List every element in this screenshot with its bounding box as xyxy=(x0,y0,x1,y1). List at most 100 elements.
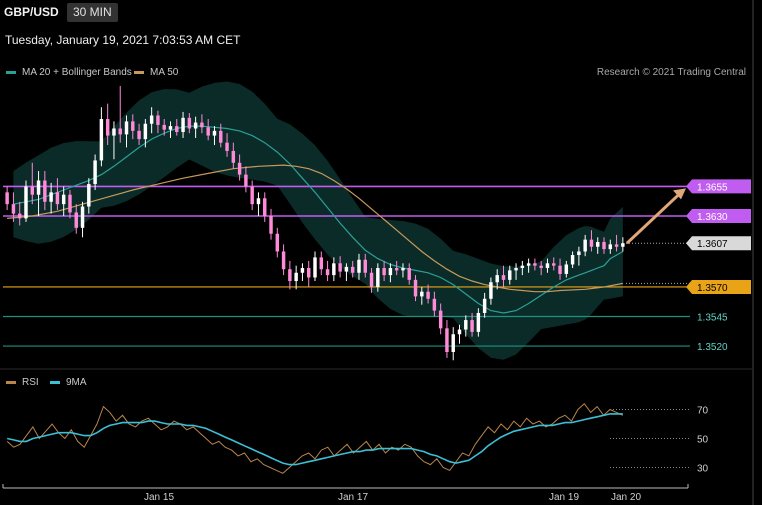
candle[interactable] xyxy=(602,237,606,254)
timeframe-badge[interactable]: 30 MIN xyxy=(67,3,118,22)
candle[interactable] xyxy=(338,256,342,278)
candle[interactable] xyxy=(508,265,512,285)
candle[interactable] xyxy=(219,123,223,148)
candle[interactable] xyxy=(382,260,386,282)
candle[interactable] xyxy=(344,263,349,282)
candle[interactable] xyxy=(476,308,481,337)
candle[interactable] xyxy=(545,258,550,273)
candle[interactable] xyxy=(55,178,60,211)
candle[interactable] xyxy=(275,227,280,258)
candle[interactable] xyxy=(438,303,443,335)
candle[interactable] xyxy=(558,258,562,280)
candle[interactable] xyxy=(212,126,217,146)
candle[interactable] xyxy=(501,265,506,287)
candle[interactable] xyxy=(68,189,72,219)
candle[interactable] xyxy=(124,115,129,148)
candle[interactable] xyxy=(539,260,543,276)
candle[interactable] xyxy=(564,260,569,278)
candle[interactable] xyxy=(256,192,261,216)
candle[interactable] xyxy=(595,237,600,254)
candle[interactable] xyxy=(187,113,192,134)
candle[interactable] xyxy=(11,192,16,222)
candle[interactable] xyxy=(5,186,9,211)
candle[interactable] xyxy=(87,178,91,214)
candle[interactable] xyxy=(231,142,236,169)
candle[interactable] xyxy=(137,123,141,146)
candle[interactable] xyxy=(577,246,581,266)
candle[interactable] xyxy=(105,103,110,146)
candle[interactable] xyxy=(388,263,393,283)
candle[interactable] xyxy=(394,260,399,276)
candle[interactable] xyxy=(445,320,449,358)
candle[interactable] xyxy=(495,269,499,290)
candle[interactable] xyxy=(281,244,286,276)
candle[interactable] xyxy=(621,237,625,252)
candle[interactable] xyxy=(589,230,594,252)
candle[interactable] xyxy=(451,327,455,361)
candle[interactable] xyxy=(156,110,160,134)
candle[interactable] xyxy=(470,312,474,337)
candle[interactable] xyxy=(225,133,229,157)
candle[interactable] xyxy=(526,258,531,273)
candle[interactable] xyxy=(181,111,185,138)
candle[interactable] xyxy=(30,162,35,205)
candle[interactable] xyxy=(369,268,374,293)
candle[interactable] xyxy=(80,201,85,238)
candle[interactable] xyxy=(376,263,380,292)
candle[interactable] xyxy=(608,239,613,254)
candle[interactable] xyxy=(300,263,305,282)
candle[interactable] xyxy=(24,180,28,222)
candle[interactable] xyxy=(118,85,122,143)
candle[interactable] xyxy=(61,186,66,216)
candle[interactable] xyxy=(193,116,198,138)
candle[interactable] xyxy=(520,260,525,276)
candle[interactable] xyxy=(407,263,411,285)
candle[interactable] xyxy=(413,275,418,302)
candle[interactable] xyxy=(206,119,210,141)
candle[interactable] xyxy=(175,119,179,136)
candle[interactable] xyxy=(168,121,173,138)
candle[interactable] xyxy=(43,171,47,211)
candle[interactable] xyxy=(426,284,430,304)
candle[interactable] xyxy=(143,119,148,148)
candle[interactable] xyxy=(36,171,41,216)
candle[interactable] xyxy=(464,315,468,337)
candle[interactable] xyxy=(489,277,493,305)
candle[interactable] xyxy=(250,180,254,211)
candle[interactable] xyxy=(99,107,104,167)
candle[interactable] xyxy=(514,263,518,280)
candle[interactable] xyxy=(112,121,116,160)
candle[interactable] xyxy=(93,154,97,190)
candle[interactable] xyxy=(288,260,292,290)
candle[interactable] xyxy=(583,234,587,257)
candle[interactable] xyxy=(294,265,298,290)
candle[interactable] xyxy=(457,324,462,344)
candle[interactable] xyxy=(325,260,330,282)
candle[interactable] xyxy=(432,291,437,317)
candle[interactable] xyxy=(552,257,556,271)
candle[interactable] xyxy=(533,258,537,271)
candle[interactable] xyxy=(570,251,575,269)
candle[interactable] xyxy=(49,182,53,214)
candle[interactable] xyxy=(162,119,166,136)
candle[interactable] xyxy=(269,208,273,240)
candle[interactable] xyxy=(237,154,242,181)
candle[interactable] xyxy=(131,114,135,140)
candle[interactable] xyxy=(332,257,336,282)
candle[interactable] xyxy=(17,201,22,226)
candle[interactable] xyxy=(482,292,487,318)
candle[interactable] xyxy=(200,114,204,134)
candle[interactable] xyxy=(149,107,154,134)
candle[interactable] xyxy=(74,204,78,234)
candle[interactable] xyxy=(614,234,619,252)
candle[interactable] xyxy=(313,251,317,282)
candle[interactable] xyxy=(263,192,267,222)
candle[interactable] xyxy=(319,251,324,276)
candle[interactable] xyxy=(401,263,405,278)
candle[interactable] xyxy=(420,286,424,305)
candle[interactable] xyxy=(244,166,248,193)
candle[interactable] xyxy=(306,260,311,287)
candle[interactable] xyxy=(357,253,361,280)
candle[interactable] xyxy=(350,260,355,278)
